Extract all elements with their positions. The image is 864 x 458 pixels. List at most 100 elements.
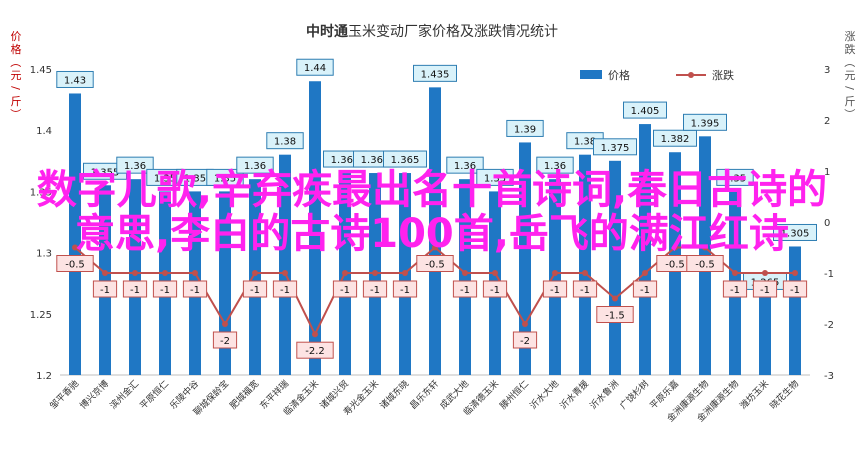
line-data-label-box xyxy=(416,255,454,272)
y-tick-label: 1.25 xyxy=(30,310,52,321)
line-marker xyxy=(372,270,378,276)
line-series: -0.5 -1 -1 -1 -1 -2 -1 -1 -2.2 -1 -1 -1 -0.5 -1 -1 -2 -1… xyxy=(56,244,808,359)
bar-data-label-box xyxy=(236,156,274,174)
bar-data-label-box xyxy=(413,64,457,82)
line-marker xyxy=(672,244,678,251)
line-marker xyxy=(282,270,288,276)
bar-data-label-box xyxy=(446,156,484,174)
line-marker xyxy=(642,270,648,276)
bar-data-label: 1.365 xyxy=(331,155,360,166)
line-data-label-box xyxy=(152,280,178,298)
bar xyxy=(129,179,141,375)
legend: 价格 涨跌 xyxy=(580,68,734,82)
line-data-label: -1 xyxy=(370,285,380,296)
line-data-label: -1 xyxy=(730,285,740,296)
line-data-label-box xyxy=(572,280,598,298)
line-data-label: -1 xyxy=(340,285,350,296)
y-tick-label: 1.45 xyxy=(30,65,52,76)
y-tick-label: 1.4 xyxy=(36,126,52,137)
line-marker xyxy=(102,270,108,276)
bar-data-label: 1.35 xyxy=(184,173,206,184)
bar-data-label: 1.44 xyxy=(304,63,326,74)
line-data-label: -1 xyxy=(400,285,410,296)
line-marker xyxy=(72,244,78,251)
bar xyxy=(759,295,771,375)
bar-data-label: 1.355 xyxy=(91,167,120,178)
line-data-label-box xyxy=(296,341,334,359)
bar-data-label: 1.36 xyxy=(454,161,476,172)
bar-data-label: 1.36 xyxy=(124,161,146,172)
line-data-label-box xyxy=(392,280,418,298)
bar-data-label: 1.43 xyxy=(64,75,86,86)
bar xyxy=(249,179,261,375)
line-marker xyxy=(342,270,348,276)
line-data-label: -1 xyxy=(280,285,290,296)
y2-tick-label: -3 xyxy=(824,371,834,382)
line-marker xyxy=(702,244,708,251)
line-data-label: -1 xyxy=(760,285,770,296)
line-data-label: -1 xyxy=(790,285,800,296)
line-marker xyxy=(222,321,228,327)
line-data-label-box xyxy=(242,280,268,298)
y2-axis-title-char: 元 xyxy=(845,69,856,82)
y-axis-title-char: 价 xyxy=(11,30,22,43)
line-marker xyxy=(552,270,558,276)
bar-data-label: 1.35 xyxy=(484,173,506,184)
y2-tick-label: -1 xyxy=(824,269,834,280)
bar xyxy=(99,185,111,375)
line-marker xyxy=(132,270,138,276)
bar xyxy=(309,81,321,376)
bar-data-label: 1.395 xyxy=(691,118,720,129)
bar-data-label: 1.35 xyxy=(214,173,236,184)
line-data-label: -1.5 xyxy=(605,311,625,322)
bar-series: 1.43 1.355 1.36 1.35 1.35 1.35 1.36 1.38 1.44 1.3… xyxy=(56,58,817,376)
bar-data-label: 1.38 xyxy=(274,137,296,148)
legend-line-marker xyxy=(688,72,694,78)
bar-data-label: 1.365 xyxy=(361,155,390,166)
y2-axis-title-char: （ xyxy=(843,57,856,68)
bar-data-label-box xyxy=(56,70,94,88)
bar-data-label: 1.405 xyxy=(631,106,660,117)
bar xyxy=(609,160,621,375)
line-marker xyxy=(582,270,588,276)
y-axis-title-char: 斤 xyxy=(11,95,22,108)
legend-line-label: 涨跌 xyxy=(712,68,734,82)
line-data-label-box xyxy=(512,331,538,349)
line-data-label-box xyxy=(632,280,658,298)
bar-data-label-box xyxy=(536,156,574,174)
bar xyxy=(219,191,231,375)
line-data-label-box xyxy=(686,255,724,272)
y-axis-title-char: / xyxy=(9,86,22,90)
y-tick-label: 1.3 xyxy=(36,249,52,260)
bar-data-label-box xyxy=(383,150,427,168)
line-data-label: -1 xyxy=(490,285,500,296)
bar xyxy=(639,124,651,375)
bar xyxy=(429,87,441,376)
chart-title: 中时通玉米变动厂家价格及涨跌情况统计 xyxy=(306,23,558,40)
bar-data-label-box xyxy=(506,119,544,137)
y-axis-title-left: 价格（元 / 斤） xyxy=(9,30,22,120)
bar-data-label-box xyxy=(683,113,727,131)
y2-tick-label: -2 xyxy=(824,320,834,331)
y2-axis-title-char: ） xyxy=(843,109,856,120)
bar-data-label-box xyxy=(653,129,697,147)
y-axis-title-right: 涨跌（元 / 斤） xyxy=(843,30,856,120)
line-data-label: -1 xyxy=(250,285,260,296)
bar-data-label-box xyxy=(296,58,334,76)
bar-data-label: 1.305 xyxy=(781,228,810,239)
bar-data-label: 1.36 xyxy=(244,161,266,172)
y-axis-right-ticks: 3 2 1 0 -1 -2 -3 xyxy=(824,65,834,382)
bar xyxy=(549,179,561,375)
line-data-label-box xyxy=(362,280,388,298)
y2-axis-title-char: / xyxy=(843,86,856,90)
bar xyxy=(519,142,531,375)
y-axis-title-char: 元 xyxy=(11,69,22,82)
line-marker xyxy=(162,270,168,276)
y-axis-title-char: 格 xyxy=(11,42,22,56)
line-data-label: -0.5 xyxy=(695,260,715,271)
line-marker xyxy=(732,270,738,276)
line-data-label: -1 xyxy=(130,285,140,296)
y-tick-label: 1.35 xyxy=(30,187,52,198)
line-data-label: -1 xyxy=(640,285,650,296)
bar-data-label: 1.375 xyxy=(601,143,630,154)
